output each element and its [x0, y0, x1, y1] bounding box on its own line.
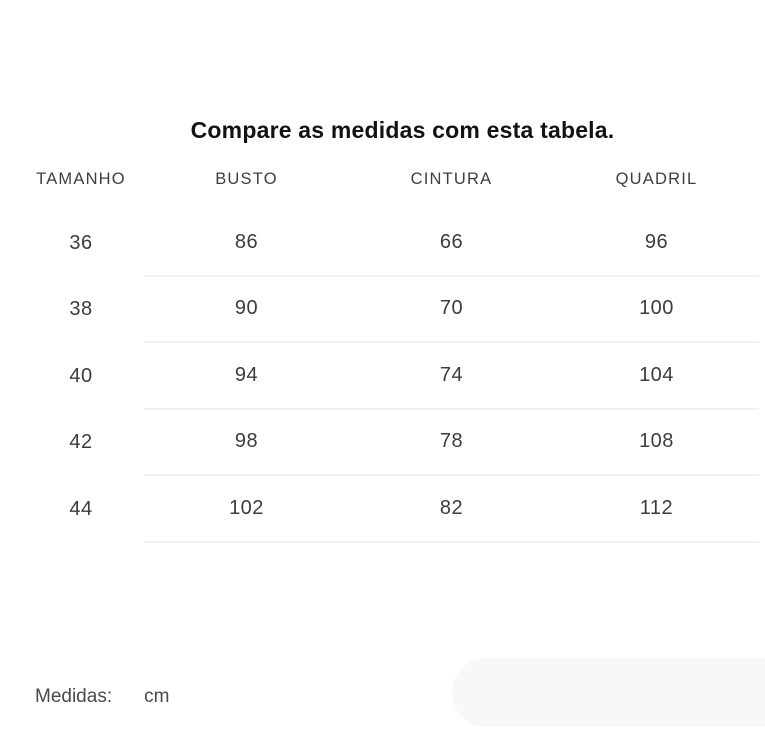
size-table: TAMANHO BUSTO CINTURA QUADRIL 36 86 66 9… [0, 148, 759, 543]
row-data-columns: 94 74 104 [144, 343, 759, 410]
busto-cell: 90 [234, 297, 259, 320]
table-header-row: TAMANHO BUSTO CINTURA QUADRIL [0, 148, 759, 210]
row-data-columns: 86 66 96 [144, 210, 759, 277]
table-row: 40 94 74 104 [0, 343, 759, 410]
row-data-columns: 90 70 100 [144, 277, 759, 343]
busto-cell: 102 [229, 496, 264, 519]
busto-cell: 94 [234, 363, 259, 386]
size-cell: 36 [69, 231, 93, 254]
unit-value: cm [144, 686, 170, 707]
table-row: 44 102 82 112 [0, 476, 759, 543]
cintura-cell: 82 [439, 496, 464, 519]
column-header-busto: BUSTO [215, 169, 278, 188]
row-data-columns: 102 82 112 [144, 476, 759, 543]
column-header-cintura: CINTURA [410, 169, 493, 188]
measurement-unit-note: Medidas: cm [35, 686, 169, 708]
quadril-cell: 112 [639, 496, 674, 519]
quadril-cell: 100 [639, 297, 674, 320]
cintura-cell: 66 [439, 230, 464, 253]
page-title: Compare as medidas com esta tabela. [190, 117, 615, 143]
column-header-quadril: QUADRIL [615, 169, 698, 188]
table-row: 38 90 70 100 [0, 277, 759, 343]
decorative-pill-shape [452, 658, 765, 727]
unit-label: Medidas: [35, 686, 113, 707]
busto-cell: 98 [234, 430, 259, 453]
cintura-cell: 74 [439, 363, 464, 386]
size-cell: 42 [69, 431, 93, 454]
size-cell: 40 [69, 364, 93, 387]
busto-cell: 86 [234, 230, 259, 253]
size-cell: 44 [69, 497, 93, 520]
header-data-columns: BUSTO CINTURA QUADRIL [144, 148, 759, 210]
column-header-tamanho: TAMANHO [36, 169, 126, 188]
cintura-cell: 70 [439, 297, 464, 320]
table-row: 42 98 78 108 [0, 410, 759, 476]
row-data-columns: 98 78 108 [144, 410, 759, 476]
size-cell: 38 [69, 298, 93, 321]
quadril-cell: 96 [644, 230, 669, 253]
quadril-cell: 108 [639, 430, 674, 453]
cintura-cell: 78 [439, 430, 464, 453]
quadril-cell: 104 [639, 363, 674, 386]
table-row: 36 86 66 96 [0, 210, 759, 277]
